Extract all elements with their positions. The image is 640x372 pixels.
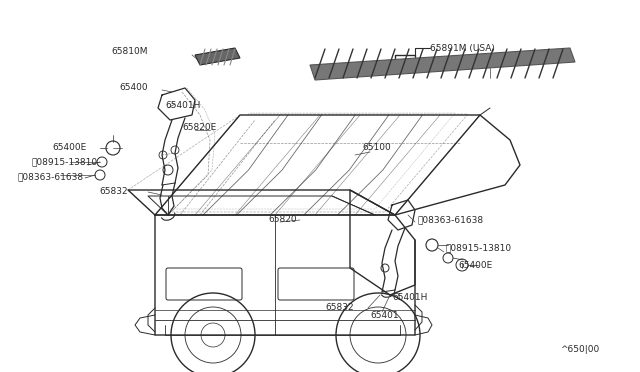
- Text: 65401H: 65401H: [392, 294, 428, 302]
- Text: 65401H: 65401H: [165, 102, 200, 110]
- Text: 65400: 65400: [120, 83, 148, 93]
- Polygon shape: [195, 48, 240, 65]
- Text: 65832: 65832: [325, 304, 354, 312]
- Polygon shape: [310, 48, 575, 80]
- Text: 65832: 65832: [99, 187, 128, 196]
- Text: Ⓦ08915-13810: Ⓦ08915-13810: [32, 157, 98, 167]
- Text: 65401: 65401: [370, 311, 399, 321]
- Text: 65400E: 65400E: [52, 144, 86, 153]
- Text: 65400E: 65400E: [458, 260, 492, 269]
- Text: Ⓜ08363-61638: Ⓜ08363-61638: [18, 173, 84, 182]
- Text: 65820: 65820: [268, 215, 296, 224]
- Text: 65891M (USA): 65891M (USA): [430, 44, 495, 52]
- Text: Ⓦ08915-13810: Ⓦ08915-13810: [445, 244, 511, 253]
- Text: 65810M: 65810M: [111, 48, 148, 57]
- Text: Ⓜ08363-61638: Ⓜ08363-61638: [418, 215, 484, 224]
- Text: ^650|00: ^650|00: [560, 346, 599, 355]
- Text: 65820E: 65820E: [182, 124, 216, 132]
- Text: 65100: 65100: [362, 144, 391, 153]
